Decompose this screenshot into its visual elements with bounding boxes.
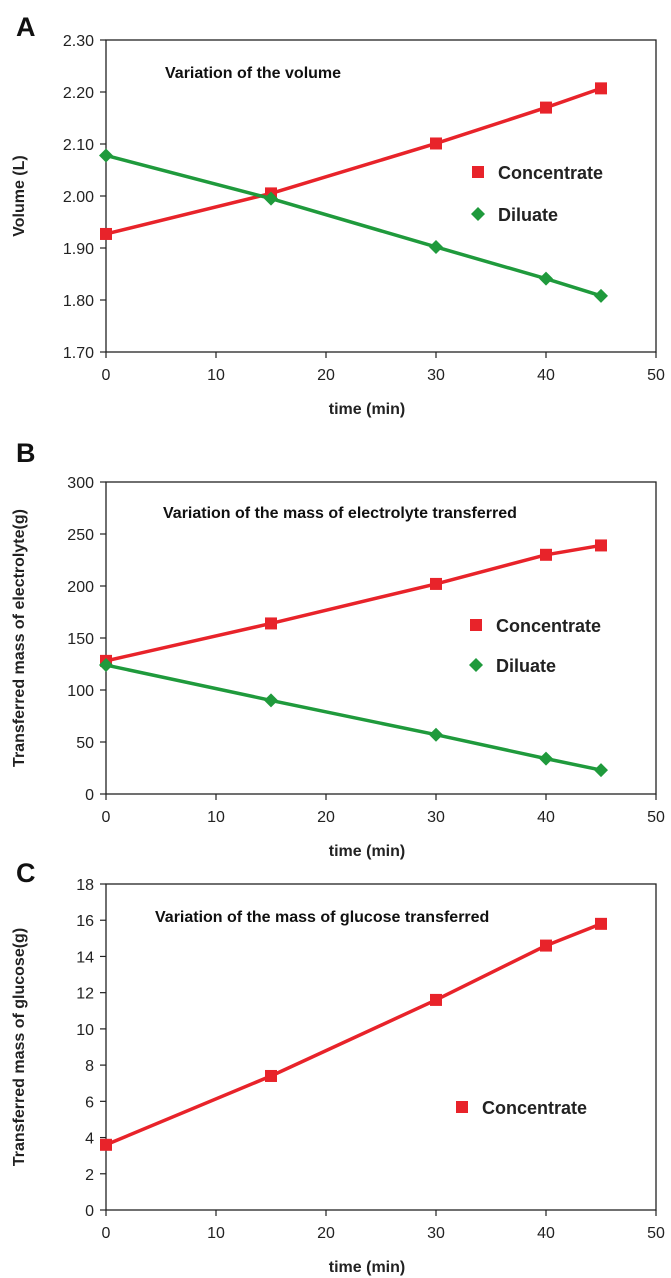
y-axis-title: Volume (L) <box>11 155 28 236</box>
x-tick-label: 40 <box>537 1225 555 1242</box>
y-tick-label: 8 <box>85 1058 94 1075</box>
legend-marker-diluate <box>469 658 483 672</box>
panel-c: C 0 10 20 30 40 50 0 2 4 6 8 10 12 14 16 18 time (min) Tr… <box>0 850 671 1278</box>
legend-label-concentrate: Concentrate <box>498 163 603 183</box>
y-tick-label: 2.20 <box>63 85 94 102</box>
y-tick-label: 2 <box>85 1167 94 1184</box>
x-tick-label: 30 <box>427 809 445 826</box>
data-point-diluate <box>99 658 113 673</box>
panel-letter-a: A <box>16 12 36 42</box>
y-tick-label: 0 <box>85 1203 94 1220</box>
data-point-concentrate <box>540 101 552 114</box>
x-tick-label: 0 <box>102 1225 111 1242</box>
x-tick-label: 0 <box>102 809 111 826</box>
data-point-concentrate <box>595 82 607 95</box>
data-point-concentrate <box>595 917 607 930</box>
y-tick-label: 300 <box>67 475 94 492</box>
y-tick-label: 250 <box>67 527 94 544</box>
x-axis-title: time (min) <box>329 843 405 860</box>
x-tick-label: 10 <box>207 1225 225 1242</box>
y-tick-label: 1.80 <box>63 293 94 310</box>
data-point-concentrate <box>265 1069 277 1082</box>
y-axis-title: Transferred mass of glucose(g) <box>11 928 28 1166</box>
y-tick-label: 16 <box>76 913 94 930</box>
panel-a: A 0 10 20 30 40 50 1.70 1.80 1.90 2.00 2.10 2.20 2.3… <box>0 0 671 430</box>
y-tick-label: 4 <box>85 1131 94 1148</box>
y-tick-label: 50 <box>76 735 94 752</box>
legend-marker-diluate <box>471 207 485 221</box>
x-tick-label: 30 <box>427 367 445 384</box>
y-tick-label: 100 <box>67 683 94 700</box>
y-tick-label: 6 <box>85 1094 94 1111</box>
x-axis-title: time (min) <box>329 401 405 418</box>
series-line-concentrate <box>105 543 602 663</box>
legend-label-diluate: Diluate <box>498 205 558 225</box>
data-point-concentrate <box>595 539 607 552</box>
data-point-diluate <box>264 191 278 206</box>
data-point-diluate <box>594 763 608 778</box>
data-point-diluate <box>264 693 278 708</box>
data-point-diluate <box>539 751 553 766</box>
data-point-diluate <box>99 148 113 163</box>
data-point-diluate <box>594 288 608 303</box>
x-tick-label: 20 <box>317 367 335 384</box>
y-tick-label: 150 <box>67 631 94 648</box>
plot-frame <box>105 39 657 353</box>
x-tick-label: 20 <box>317 1225 335 1242</box>
legend-label-diluate: Diluate <box>496 656 556 676</box>
y-tick-label: 2.30 <box>63 33 94 50</box>
y-axis-title: Transferred mass of electrolyte(g) <box>11 509 28 767</box>
x-tick-label: 50 <box>647 809 665 826</box>
data-point-concentrate <box>100 1138 112 1151</box>
data-point-concentrate <box>265 617 277 630</box>
x-tick-label: 30 <box>427 1225 445 1242</box>
data-point-concentrate <box>540 548 552 561</box>
legend-marker-concentrate <box>470 619 482 631</box>
data-point-diluate <box>429 239 443 254</box>
y-tick-label: 2.10 <box>63 137 94 154</box>
y-tick-label: 1.70 <box>63 345 94 362</box>
x-tick-label: 50 <box>647 1225 665 1242</box>
series-line-diluate <box>105 663 602 772</box>
y-tick-label: 18 <box>76 877 94 894</box>
chart-glucose-mass: 0 10 20 30 40 50 0 2 4 6 8 10 12 14 16 18 time (min) Tran… <box>11 877 665 1276</box>
data-point-concentrate <box>430 993 442 1006</box>
y-tick-label: 10 <box>76 1022 94 1039</box>
chart-volume: 0 10 20 30 40 50 1.70 1.80 1.90 2.00 2.10 2.20 2.30 t… <box>11 33 665 418</box>
x-tick-label: 40 <box>537 367 555 384</box>
y-tick-label: 14 <box>76 949 94 966</box>
y-tick-label: 2.00 <box>63 189 94 206</box>
x-tick-label: 10 <box>207 367 225 384</box>
data-point-diluate <box>429 727 443 742</box>
panel-letter-c: C <box>16 858 36 888</box>
x-tick-label: 0 <box>102 367 111 384</box>
legend-marker-concentrate <box>472 166 484 178</box>
plot-frame <box>105 883 657 1211</box>
legend-label-concentrate: Concentrate <box>496 616 601 636</box>
data-point-diluate <box>539 271 553 286</box>
panel-b: B 0 10 20 30 40 50 0 50 100 150 200 250 300 time (min… <box>0 430 671 861</box>
chart-electrolyte-mass: 0 10 20 30 40 50 0 50 100 150 200 250 300 time (min) T… <box>11 475 665 860</box>
panel-letter-b: B <box>16 438 36 468</box>
chart-title: Variation of the mass of electrolyte tra… <box>163 505 517 522</box>
data-point-concentrate <box>430 137 442 150</box>
x-tick-label: 10 <box>207 809 225 826</box>
y-tick-label: 1.90 <box>63 241 94 258</box>
x-tick-label: 50 <box>647 367 665 384</box>
plot-frame <box>105 481 657 795</box>
y-tick-label: 200 <box>67 579 94 596</box>
legend-label-concentrate: Concentrate <box>482 1098 587 1118</box>
y-tick-label: 12 <box>76 986 94 1003</box>
chart-title: Variation of the volume <box>165 65 341 82</box>
data-point-concentrate <box>430 577 442 590</box>
chart-title: Variation of the mass of glucose transfe… <box>155 909 489 926</box>
x-axis-title: time (min) <box>329 1259 405 1276</box>
x-tick-label: 20 <box>317 809 335 826</box>
x-tick-label: 40 <box>537 809 555 826</box>
y-tick-label: 0 <box>85 787 94 804</box>
data-point-concentrate <box>100 227 112 240</box>
data-point-concentrate <box>540 939 552 952</box>
legend-marker-concentrate <box>456 1101 468 1113</box>
